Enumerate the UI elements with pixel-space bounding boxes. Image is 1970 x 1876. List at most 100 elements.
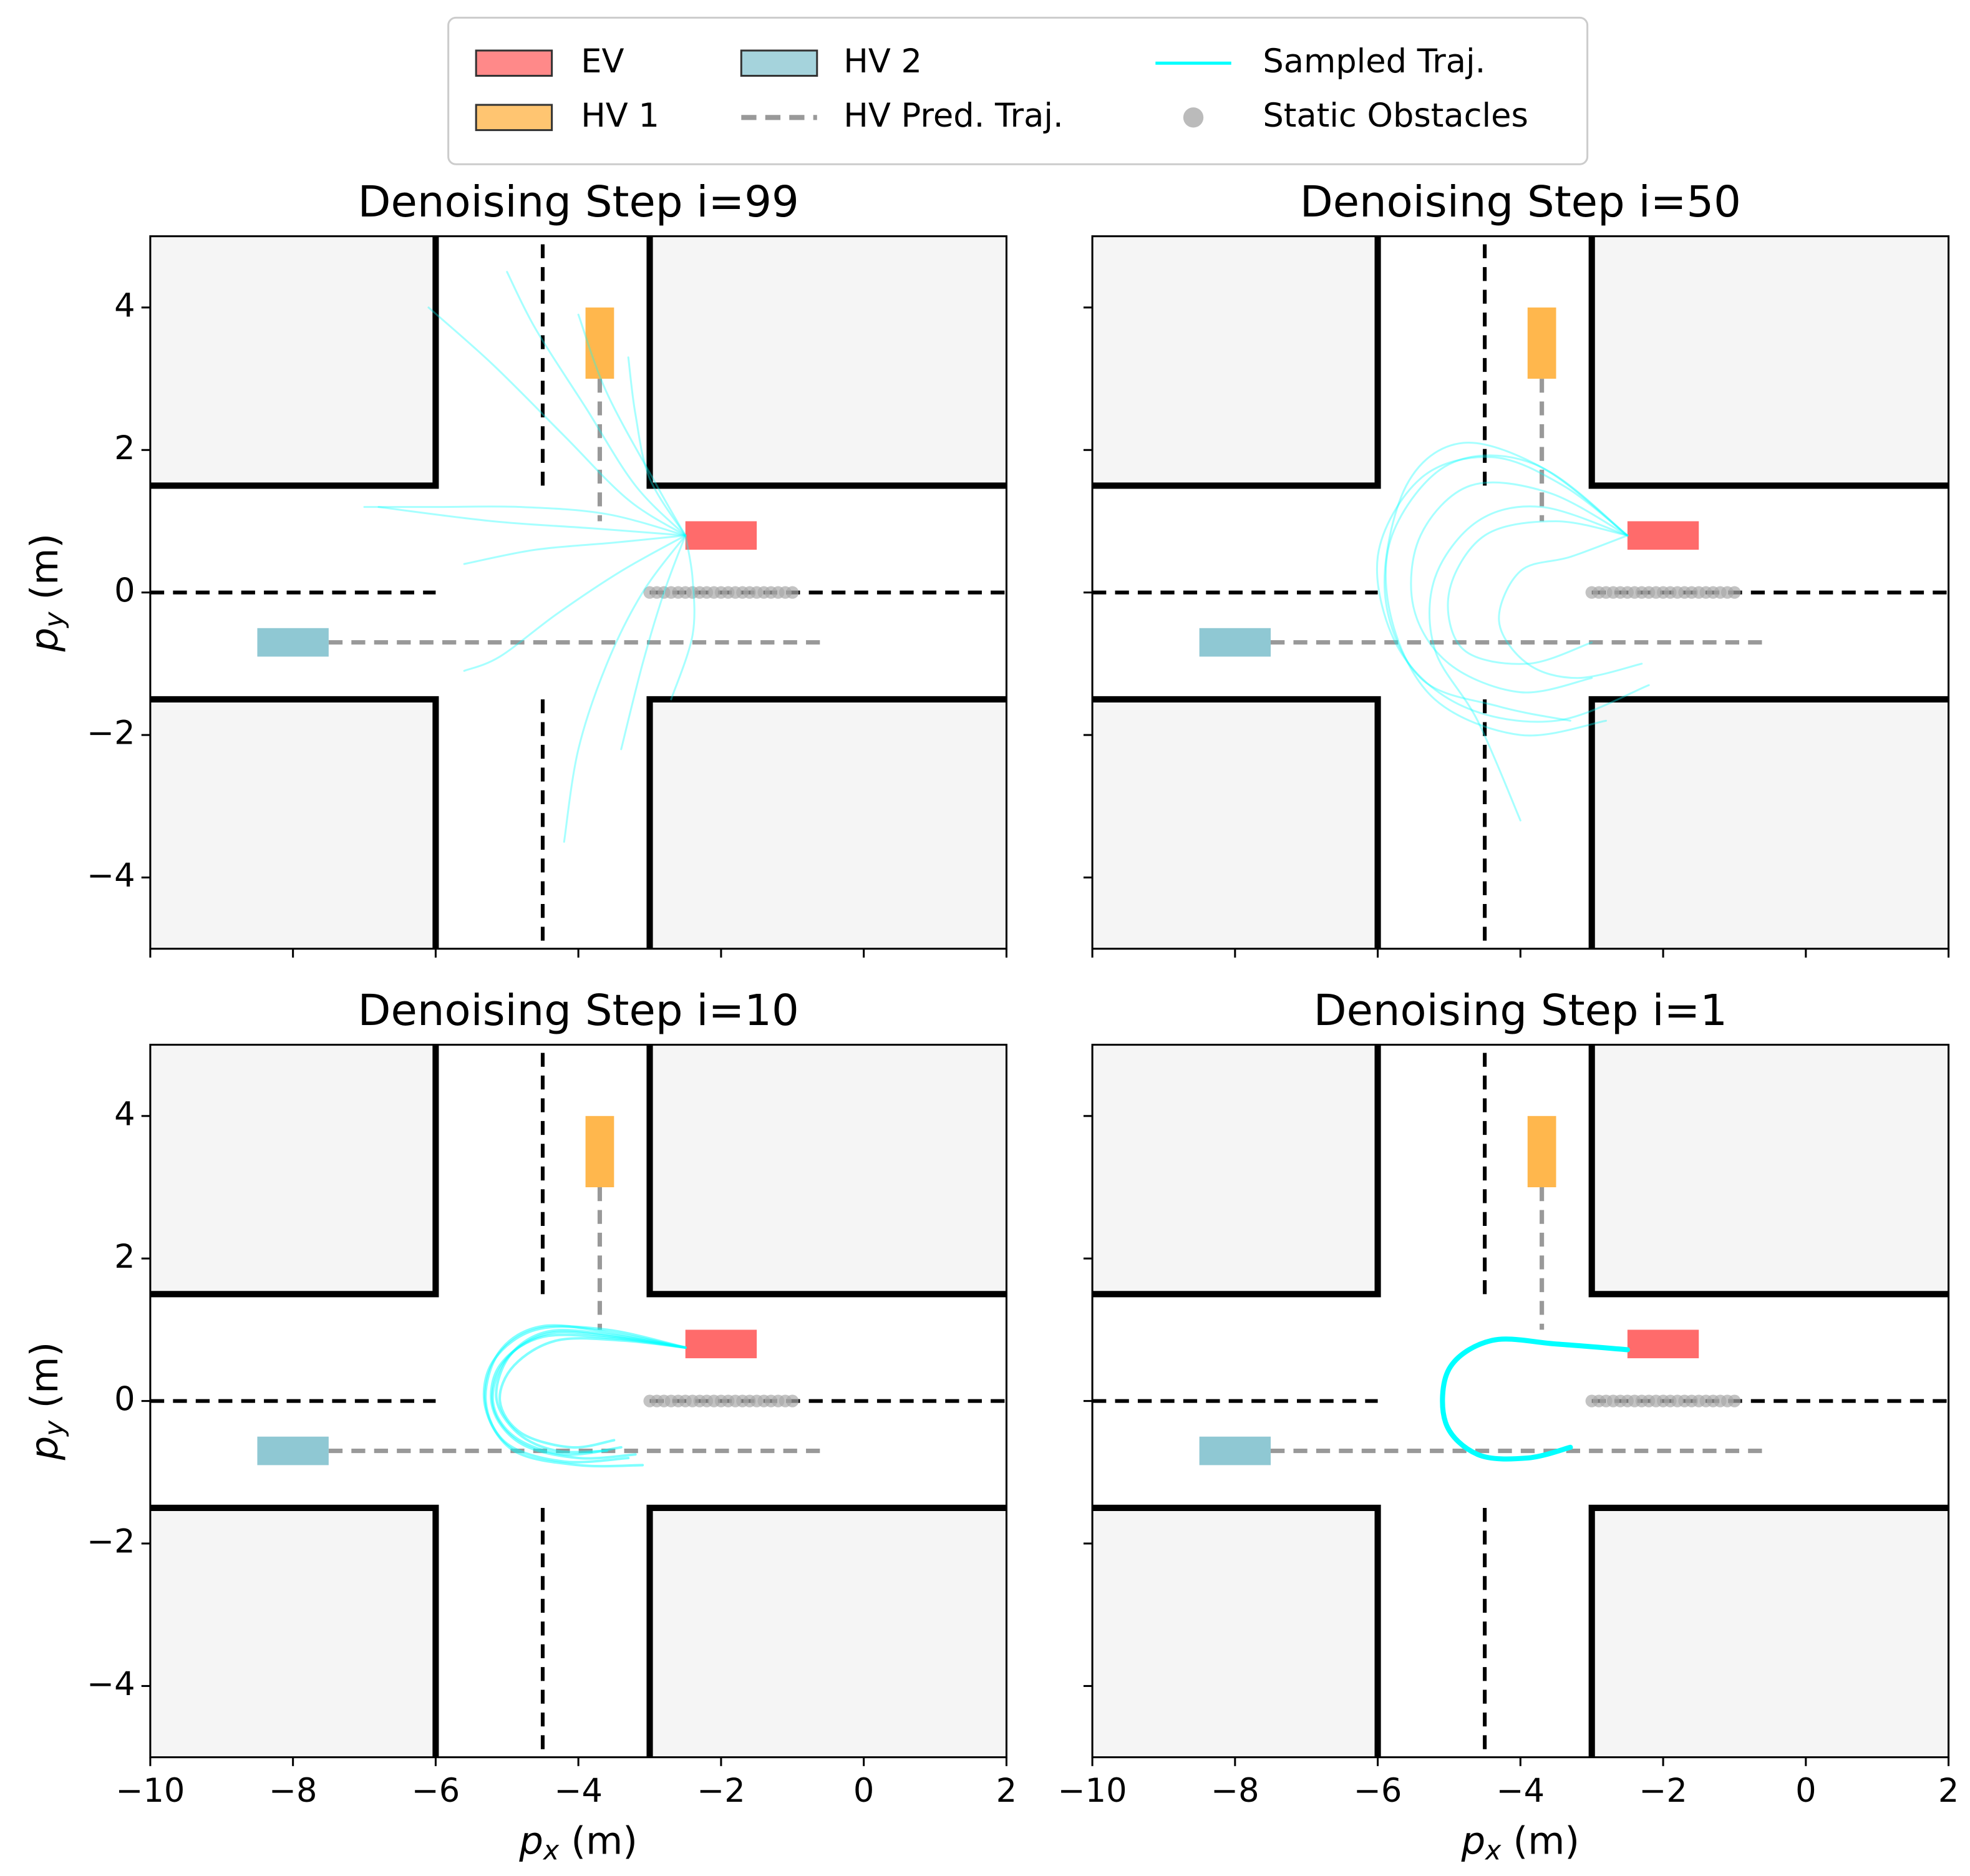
building	[1591, 236, 1949, 486]
subplot-title: Denoising Step i=1	[1314, 986, 1727, 1036]
curb	[1588, 1504, 1949, 1757]
sampled-trajectory	[495, 1329, 687, 1454]
curb	[1092, 236, 1381, 489]
building	[1092, 1044, 1378, 1295]
curb	[1092, 1044, 1381, 1298]
axis-label: px (m)	[1461, 1819, 1580, 1866]
y-tick-label: 0	[114, 571, 135, 610]
curb	[1588, 236, 1949, 489]
y-tick-label: −2	[87, 714, 135, 752]
x-tick-label: −2	[1639, 1772, 1687, 1810]
x-tick-label: −10	[115, 1772, 185, 1810]
subplot-title: Denoising Step i=10	[358, 986, 799, 1036]
sampled-trajectory	[463, 534, 687, 672]
x-tick-label: −2	[697, 1772, 745, 1810]
vehicle	[1527, 1115, 1556, 1188]
curb	[646, 696, 1007, 949]
sampled-trajectory	[1410, 481, 1629, 694]
sampled-trajectory	[1498, 534, 1643, 679]
x-tick-label: 2	[1938, 1772, 1959, 1810]
curb	[1588, 696, 1949, 949]
y-tick-label: 2	[114, 429, 135, 467]
legend-marker	[1183, 107, 1204, 128]
x-tick-label: −4	[554, 1772, 603, 1810]
vehicle	[1199, 628, 1271, 657]
building	[1092, 236, 1378, 486]
x-tick-label: −8	[269, 1772, 318, 1810]
vehicle	[257, 628, 329, 657]
vehicle	[1627, 521, 1699, 550]
sampled-trajectory	[1384, 454, 1629, 737]
curb	[150, 696, 439, 949]
axis-label-var: p	[23, 1436, 67, 1461]
y-tick-label: −2	[87, 1523, 135, 1561]
x-tick-label: −6	[1354, 1772, 1402, 1810]
axis-label: px (m)	[518, 1819, 638, 1866]
curb	[646, 236, 1007, 489]
vehicle	[685, 521, 757, 550]
curb	[1092, 1504, 1381, 1757]
curb	[1092, 696, 1381, 949]
vehicle	[1627, 1329, 1699, 1359]
subplot-title: Denoising Step i=50	[1300, 177, 1741, 227]
legend-label: Sampled Traj.	[1263, 42, 1485, 80]
static-obstacle	[1728, 586, 1741, 599]
building	[649, 1044, 1007, 1295]
plot-area	[150, 236, 1007, 949]
legend-box	[447, 16, 1589, 165]
building	[1092, 699, 1378, 949]
axis-label-unit: (m)	[1501, 1819, 1579, 1863]
sampled-trajectory	[498, 1337, 687, 1449]
sampled-trajectory	[482, 1325, 687, 1468]
y-tick-label: −4	[87, 1665, 135, 1703]
building	[1591, 699, 1949, 949]
building	[1591, 1507, 1949, 1757]
x-tick-label: 2	[996, 1772, 1017, 1810]
building	[1092, 1507, 1378, 1757]
building	[150, 236, 436, 486]
legend-label: HV 1	[581, 97, 659, 135]
legend-patch	[475, 104, 553, 132]
sampled-trajectory	[463, 534, 687, 565]
sampled-trajectory	[490, 1333, 687, 1460]
static-obstacle	[786, 1394, 799, 1407]
x-tick-label: 0	[853, 1772, 874, 1810]
sampled-trajectory	[506, 271, 687, 537]
y-tick-label: 2	[114, 1238, 135, 1276]
x-tick-label: 0	[1795, 1772, 1816, 1810]
legend-label: Static Obstacles	[1263, 97, 1528, 135]
sampled-trajectory	[627, 356, 687, 537]
sampled-trajectory	[491, 1331, 687, 1456]
vehicle	[585, 307, 614, 379]
curb	[150, 1044, 439, 1298]
static-obstacle	[786, 586, 799, 599]
axis-label-var: p	[23, 628, 67, 653]
axis-label-var: p	[1461, 1819, 1486, 1863]
vehicle	[1199, 1436, 1271, 1465]
plot-area	[1092, 1044, 1949, 1757]
axis-label: py (m)	[23, 1342, 70, 1461]
vehicle	[257, 1436, 329, 1465]
y-tick-label: 4	[114, 287, 135, 325]
sampled-trajectory	[577, 313, 687, 537]
vehicle	[585, 1115, 614, 1188]
curb	[646, 1044, 1007, 1298]
x-tick-label: −10	[1058, 1772, 1127, 1810]
building	[649, 699, 1007, 949]
axis-label-sub: x	[542, 1835, 560, 1866]
legend-patch	[740, 49, 818, 77]
sampled-trajectory	[484, 1324, 687, 1464]
curb	[646, 1504, 1007, 1757]
curb	[1588, 1044, 1949, 1298]
building	[649, 1507, 1007, 1757]
building	[1591, 1044, 1949, 1295]
sampled-trajectory	[1383, 441, 1629, 722]
vehicle	[1527, 307, 1556, 379]
sampled-trajectory	[363, 505, 687, 537]
legend-label: HV Pred. Traj.	[843, 97, 1063, 135]
building	[150, 1044, 436, 1295]
legend-patch	[475, 49, 553, 77]
sampled-trajectory	[1376, 455, 1650, 723]
